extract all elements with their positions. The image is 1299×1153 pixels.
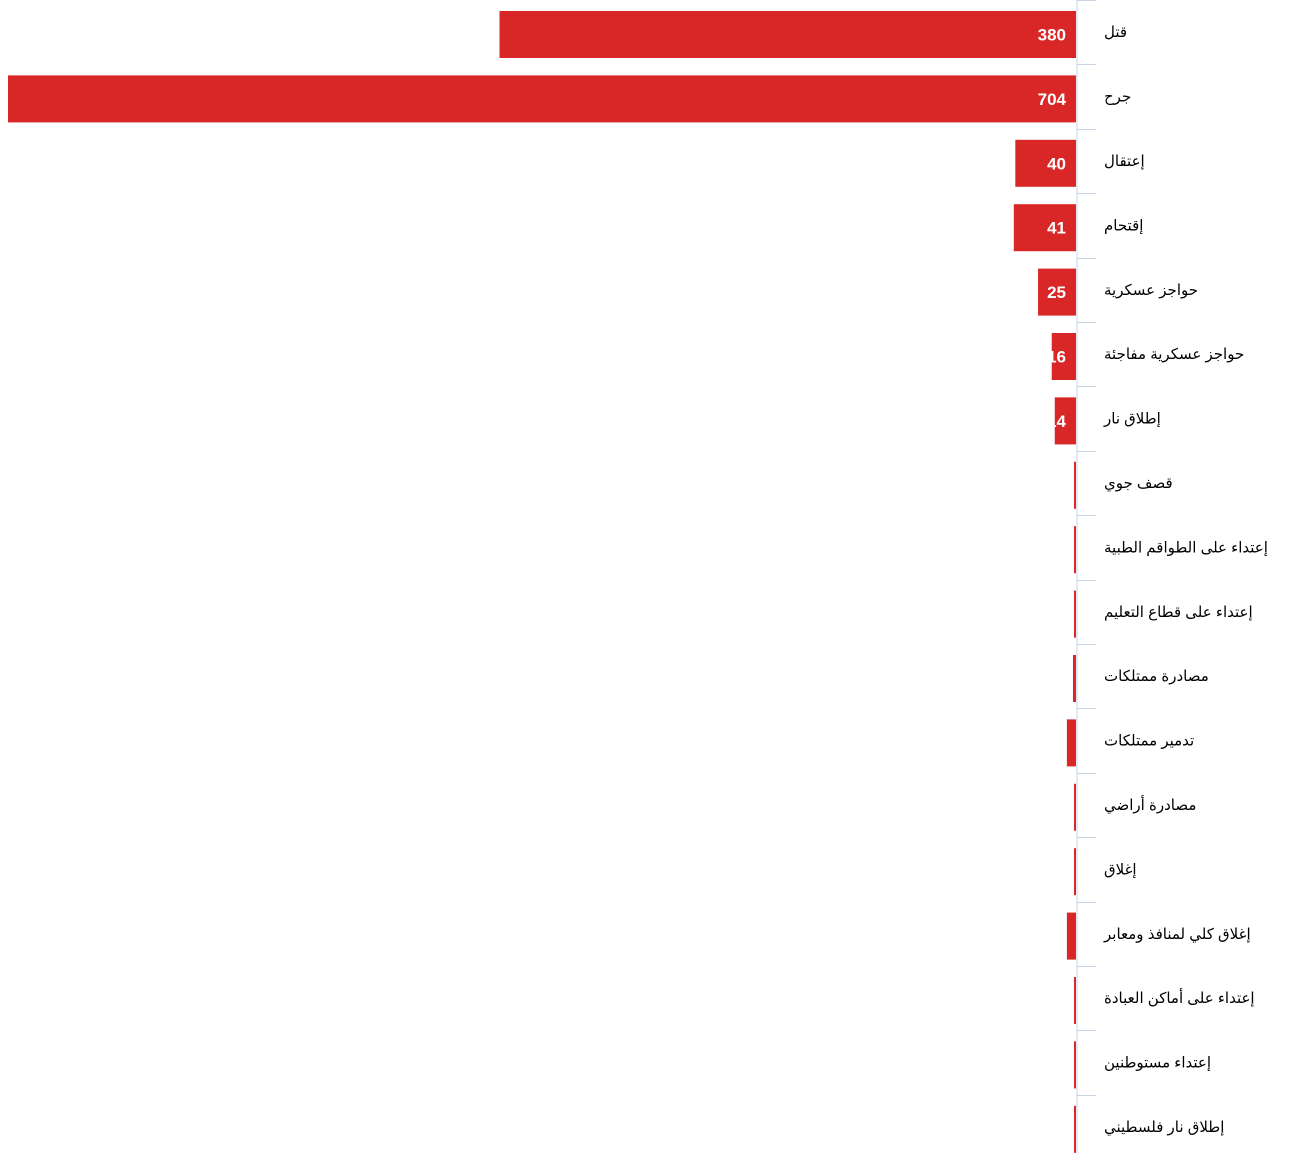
category-axis (1076, 0, 1096, 1153)
category-label: إطلاق نار (1103, 411, 1161, 428)
data-label: 704 (1038, 90, 1067, 109)
data-label: 16 (1047, 348, 1066, 367)
category-label: قتل (1104, 24, 1127, 41)
bar[interactable] (499, 11, 1077, 58)
labels-layer: 380 قتل 704 جرح 40 إعتقال 41 إقتحام 25 حواجز عسكر… (1038, 24, 1268, 1137)
bar[interactable] (1051, 333, 1076, 380)
bar[interactable] (1074, 526, 1076, 574)
bar[interactable] (1066, 719, 1076, 767)
bar[interactable] (1038, 268, 1076, 316)
bar[interactable] (1054, 397, 1076, 445)
category-label: إقتحام (1104, 217, 1143, 234)
category-label: مصادرة ممتلكات (1104, 668, 1209, 685)
category-label: إغلاق كلي لمنافذ ومعابر (1103, 926, 1251, 944)
category-label: قصف جوي (1104, 475, 1173, 493)
data-label: 14 (1047, 412, 1066, 431)
data-label: 380 (1038, 26, 1066, 45)
category-label: إعتقال (1104, 153, 1145, 170)
data-label: 41 (1047, 219, 1066, 238)
bar[interactable] (1074, 848, 1076, 896)
category-label: إغلاق (1104, 861, 1137, 878)
data-label: 25 (1047, 283, 1066, 302)
data-label: 40 (1047, 154, 1066, 173)
bar[interactable] (1074, 1041, 1076, 1089)
bar[interactable] (1074, 590, 1076, 638)
category-label: إعتداء مستوطنين (1104, 1055, 1211, 1072)
data-label: 6 (1057, 734, 1066, 753)
category-label: حواجز عسكرية مفاجئة (1104, 346, 1244, 363)
category-label: إعتداء على الطواقم الطبية (1104, 539, 1268, 556)
category-label: حواجز عسكرية (1104, 282, 1198, 299)
category-label: إعتداء على أماكن العبادة (1104, 988, 1255, 1007)
bar[interactable] (1066, 912, 1076, 960)
bar[interactable] (1013, 204, 1076, 252)
bar[interactable] (1015, 139, 1076, 187)
bar[interactable] (1074, 461, 1076, 509)
category-label: جرح (1104, 89, 1131, 106)
category-label: إعتداء على قطاع التعليم (1104, 604, 1253, 621)
data-label: 6 (1057, 927, 1066, 946)
bar[interactable] (1072, 655, 1076, 702)
category-label: مصادرة أراضي (1104, 795, 1196, 815)
bar[interactable] (1074, 977, 1076, 1024)
bar[interactable] (8, 75, 1076, 123)
category-label: إطلاق نار فلسطيني (1104, 1119, 1224, 1137)
bars-layer (8, 11, 1077, 1153)
bar[interactable] (1074, 1105, 1076, 1153)
bar[interactable] (1074, 783, 1076, 831)
category-label: تدمير ممتلكات (1104, 733, 1194, 750)
